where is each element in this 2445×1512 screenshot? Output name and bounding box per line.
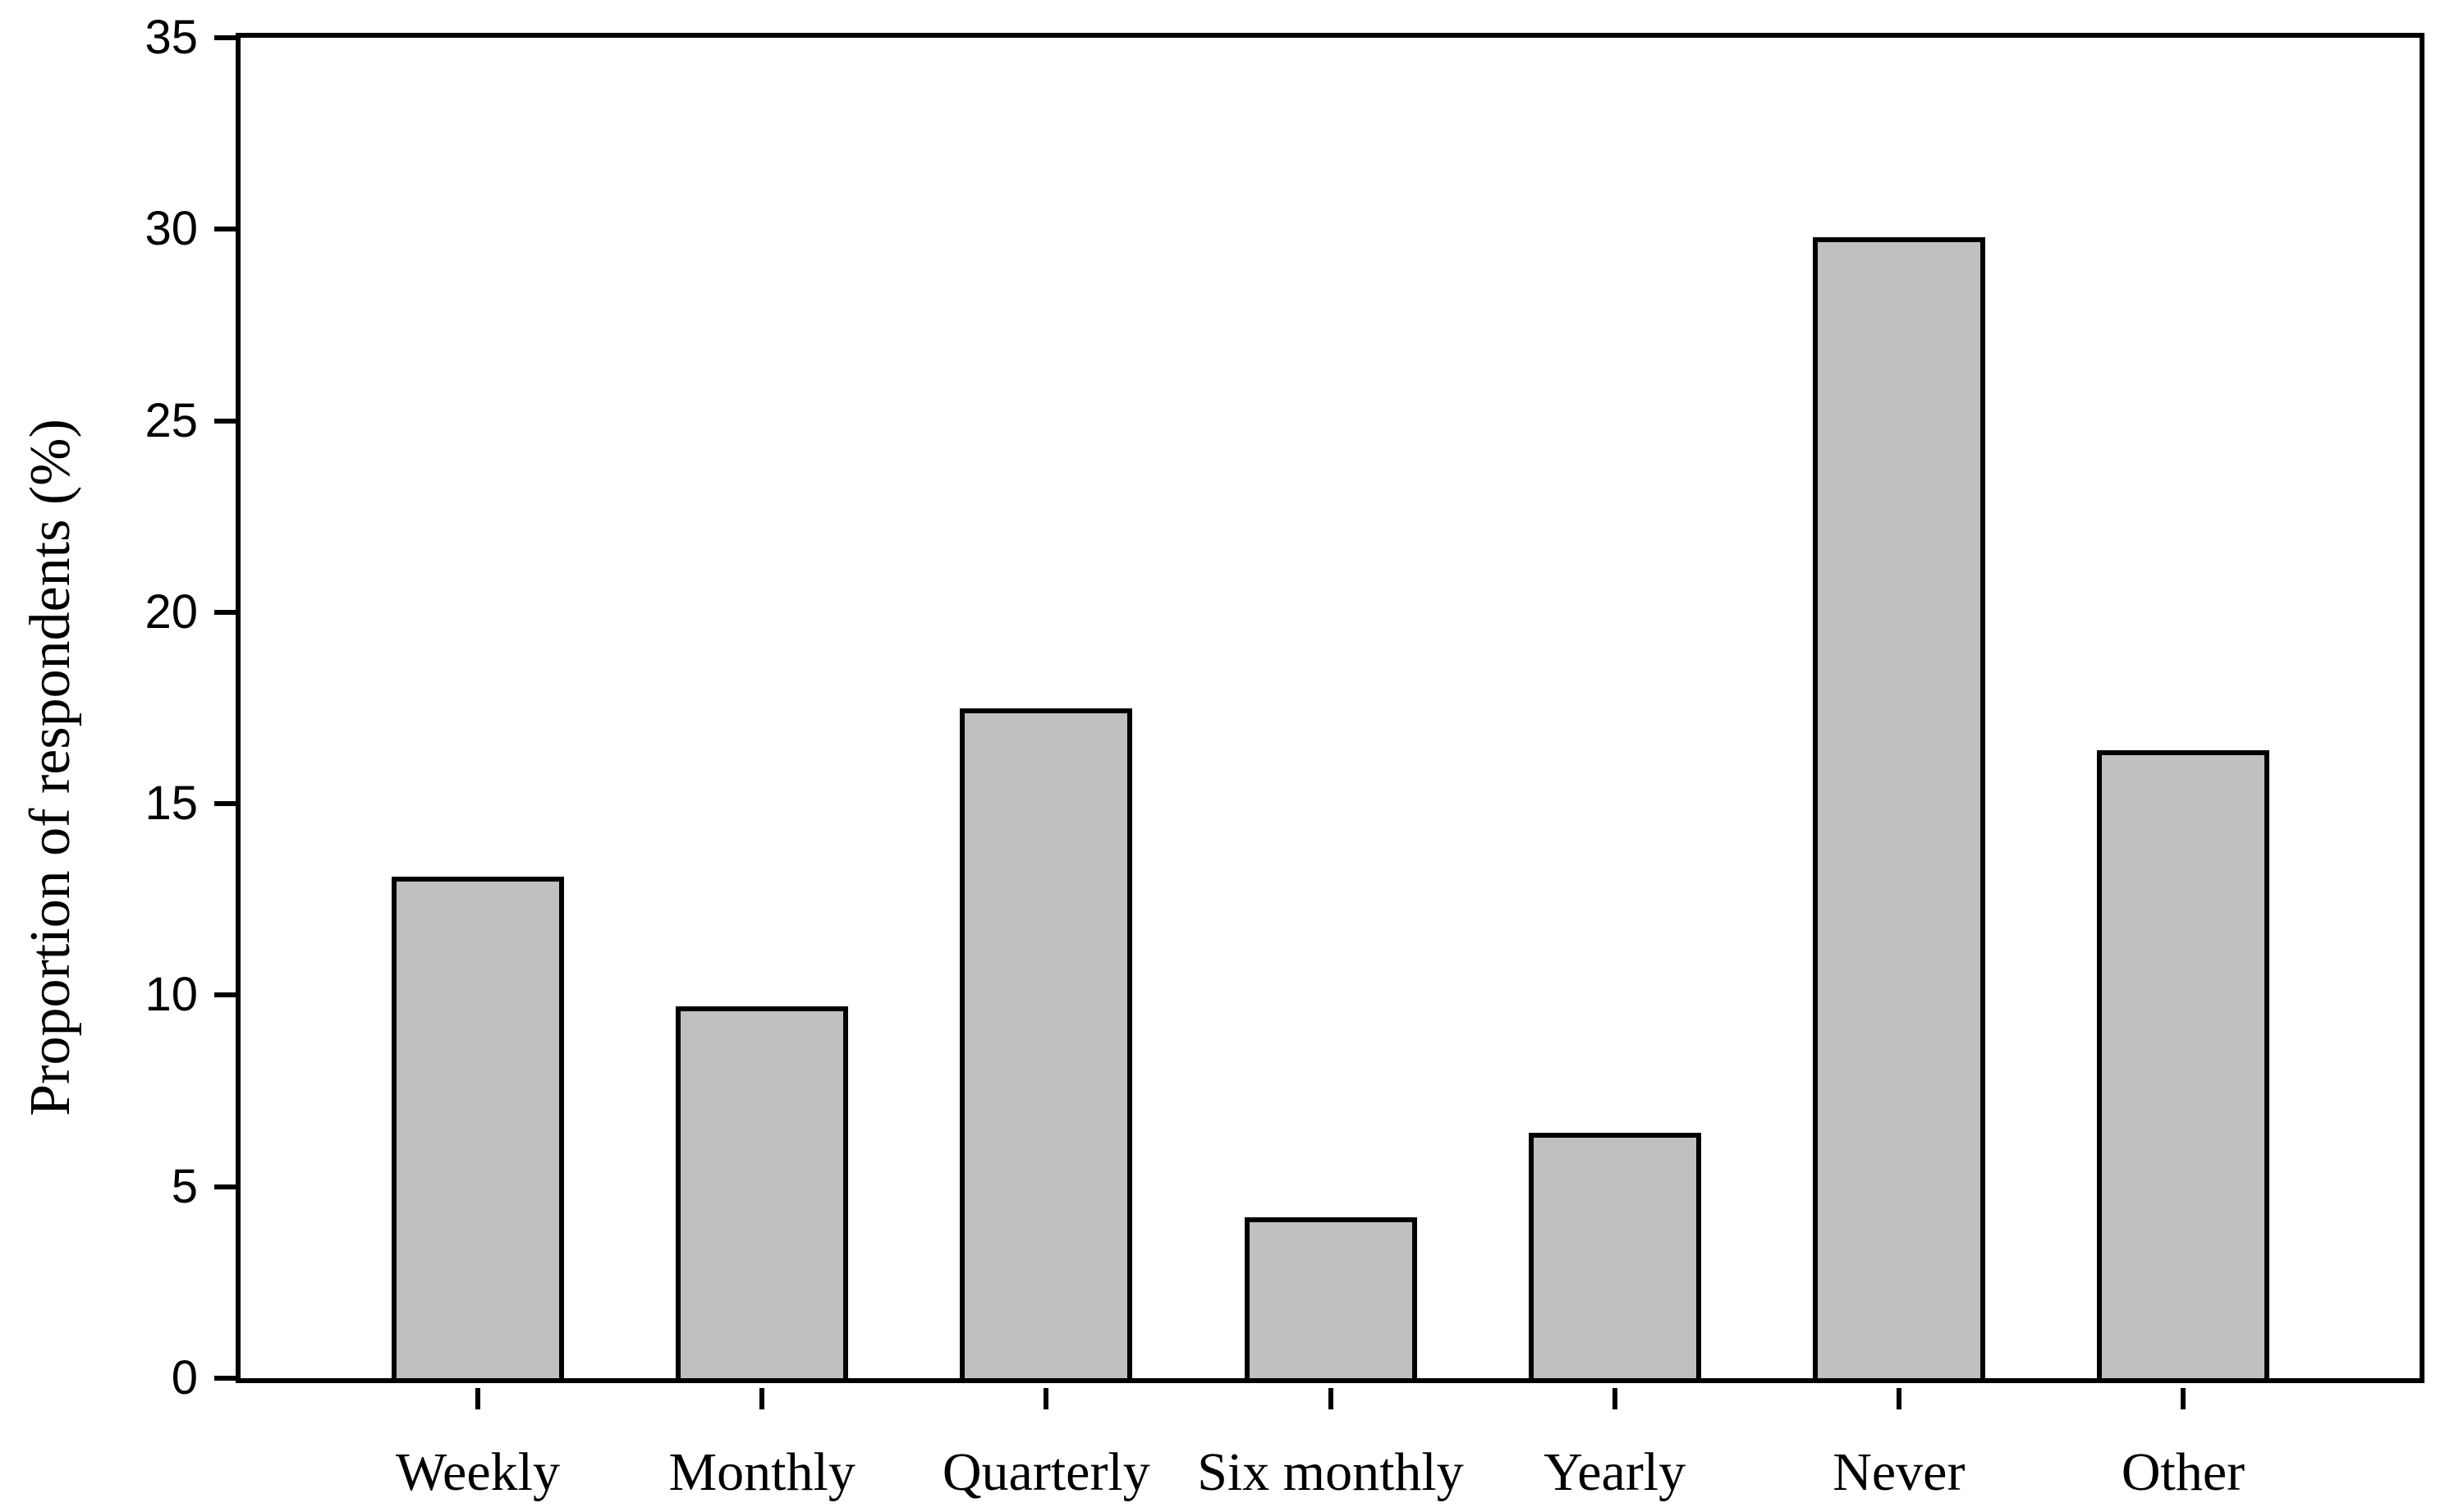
- bar-never: [1812, 236, 1985, 1378]
- bar-six-monthly: [1244, 1217, 1417, 1378]
- x-category-label: Never: [1833, 1442, 1966, 1502]
- y-axis-tick-label: 25: [144, 393, 198, 447]
- x-axis-tick: [1328, 1388, 1333, 1409]
- y-axis-tick: [214, 227, 236, 232]
- y-axis-tick-label: 10: [144, 968, 198, 1022]
- x-category-label: Quarterly: [942, 1442, 1150, 1502]
- y-axis-tick-label: 15: [144, 777, 198, 831]
- x-category-label: Weekly: [396, 1442, 560, 1502]
- y-axis-tick: [214, 35, 236, 40]
- x-axis-tick: [1896, 1388, 1901, 1409]
- y-axis-tick-label: 30: [144, 202, 198, 256]
- y-axis-tick: [214, 1376, 236, 1381]
- x-axis-tick: [1612, 1388, 1617, 1409]
- y-axis-tick-label: 0: [171, 1351, 198, 1404]
- x-category-label: Yearly: [1544, 1442, 1686, 1502]
- bar-monthly: [676, 1006, 849, 1378]
- y-axis-tick: [214, 801, 236, 807]
- y-axis-tick-label: 5: [171, 1159, 198, 1213]
- y-axis-tick-label: 35: [144, 11, 198, 64]
- plot-area: 0 5 10 15 20 25 30 35 Weekly Monthly Quarterly Six …: [144, 14, 2424, 1502]
- x-axis-tick: [1044, 1388, 1049, 1409]
- x-category-label: Monthly: [668, 1442, 856, 1502]
- bar-yearly: [1528, 1133, 1701, 1378]
- x-axis-tick: [2180, 1388, 2186, 1409]
- y-axis-tick: [214, 992, 236, 998]
- bar-weekly: [392, 876, 565, 1378]
- y-axis-tick: [214, 609, 236, 615]
- bar-quarterly: [960, 708, 1133, 1378]
- x-axis-tick: [759, 1388, 765, 1409]
- bar-other: [2096, 749, 2269, 1378]
- y-axis-tick: [214, 418, 236, 424]
- y-axis-tick: [214, 1184, 236, 1189]
- x-category-label: Six monthly: [1197, 1442, 1464, 1502]
- x-axis-tick: [475, 1388, 481, 1409]
- y-axis-tick-label: 20: [144, 584, 198, 639]
- y-axis-title: Proportion of respondents (%): [19, 419, 82, 1116]
- x-category-label: Other: [2121, 1442, 2245, 1502]
